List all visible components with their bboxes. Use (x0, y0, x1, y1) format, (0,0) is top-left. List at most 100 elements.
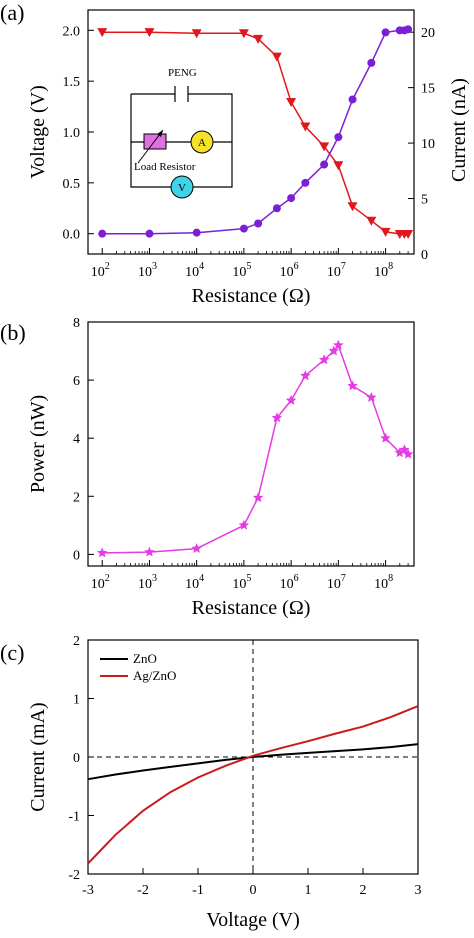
panel-b-x-tick-label: 103 (138, 573, 157, 592)
voltage-axis-tick-label: 1.0 (63, 126, 81, 141)
power-point (347, 380, 358, 391)
panel-a-left-axis: 0.0 0.5 1.0 1.5 2.0 (63, 24, 94, 243)
voltage-axis-tick-label: 2.0 (63, 24, 81, 39)
power-axis-tick-label: 0 (73, 548, 80, 563)
current-point (403, 230, 414, 240)
legend: ZnO Ag/ZnO (100, 651, 176, 683)
peng-label: PENG (168, 67, 197, 79)
current-line (102, 31, 409, 235)
voltage-series (98, 25, 413, 238)
power-point (328, 345, 339, 356)
power-point (285, 394, 297, 405)
voltage-point (192, 228, 201, 237)
voltage-point (381, 28, 390, 37)
voltage-point (254, 219, 263, 228)
panel-c-x-title: Voltage (V) (206, 909, 300, 931)
current-point (144, 28, 155, 38)
voltage-point (320, 160, 329, 169)
panel-a-x-tick-label: 105 (232, 261, 251, 280)
panel-c-y-axis-tick-label: 2 (73, 634, 80, 649)
load-resistor-label: Load Resistor (134, 161, 196, 173)
power-point (238, 519, 250, 530)
resistor-arrow (137, 129, 164, 164)
current-point (333, 161, 344, 171)
panel-b-y-axis: 0 2 4 6 8 (73, 316, 94, 563)
power-axis-tick-label: 8 (73, 316, 80, 331)
panel-b-x-tick-label: 104 (185, 573, 204, 592)
power-line (102, 343, 409, 554)
current-axis-tick-label: 15 (421, 82, 435, 97)
circuit-wires (130, 93, 233, 188)
panel-b-x-tick-label: 105 (232, 573, 251, 592)
current-point (319, 142, 330, 152)
resistor-arrow-head (157, 130, 163, 137)
current-point (347, 202, 358, 212)
current-point (300, 122, 311, 132)
voltage-point (301, 178, 310, 187)
current-point (286, 98, 297, 108)
panel-c-x-axis: -3 -2 -1 0 1 2 3 (82, 868, 422, 898)
agzno-curve (87, 705, 419, 865)
power-point (318, 354, 330, 365)
ammeter-label: A (198, 137, 206, 149)
panel-c-y-axis-tick-label: -1 (68, 810, 80, 825)
power-axis-tick-label: 2 (73, 490, 80, 505)
current-axis-tick-label: 0 (421, 248, 428, 263)
load-resistor-icon (143, 133, 167, 150)
panel-a-x-tick-label: 107 (327, 261, 346, 280)
panel-c-x-tick-label: -3 (82, 883, 94, 898)
panel-c-y-axis: -2 -1 0 1 2 (68, 634, 94, 883)
power-point (333, 339, 344, 350)
panel-a-x-tick-label: 108 (374, 261, 393, 280)
panel-c-x-tick-label: 1 (305, 883, 312, 898)
current-axis-title: Current (nA) (448, 78, 470, 182)
voltage-axis-tick-label: 0.5 (63, 177, 81, 192)
legend-label-agzno: Ag/ZnO (133, 668, 176, 683)
panel-b-label: (b) (0, 320, 26, 345)
panel-a-label: (a) (0, 0, 24, 25)
panel-b-x-tick-label: 108 (374, 573, 393, 592)
power-point (252, 492, 264, 503)
panel-b-x-axis: 102 103 104 105 106 107 108 (91, 560, 415, 592)
current-point (191, 29, 202, 39)
current-axis-tick-label: 20 (421, 26, 435, 41)
panel-b-x-tick-label: 102 (91, 573, 110, 592)
panel-c-label: (c) (0, 640, 24, 665)
voltage-axis-title: Voltage (V) (27, 85, 49, 179)
current-point (238, 29, 249, 39)
power-axis-tick-label: 4 (73, 432, 80, 447)
panel-a-x-tick-label: 106 (280, 261, 299, 280)
panel-b-frame (87, 321, 415, 567)
power-series (97, 339, 414, 558)
current-axis-tick-label: 5 (421, 193, 428, 208)
panel-a-x-title: Resistance (Ω) (192, 285, 311, 307)
panel-c-x-tick-label: 3 (415, 883, 422, 898)
power-point (366, 392, 377, 402)
power-point (144, 546, 155, 557)
voltmeter-icon (170, 175, 194, 199)
voltage-axis-tick-label: 1.5 (63, 75, 81, 90)
power-point (191, 543, 202, 553)
panel-c-x-tick-label: 2 (360, 883, 367, 898)
panel-b: (b) 0 2 4 6 8 102 103 104 105 106 107 108 Power (n… (0, 316, 415, 619)
current-series (97, 28, 414, 240)
voltage-point (98, 229, 107, 238)
panel-c-y-title: Current (mA) (27, 702, 49, 811)
power-point (380, 432, 391, 443)
panel-a-right-axis: 0 5 10 15 20 (408, 26, 435, 263)
current-point (271, 52, 282, 62)
power-point (394, 447, 405, 458)
zno-curve (87, 743, 419, 781)
voltage-axis-tick-label: 0.0 (63, 228, 81, 243)
panel-c-y-axis-tick-label: -2 (68, 868, 80, 883)
panel-a-x-tick-label: 104 (185, 261, 204, 280)
voltage-point (334, 133, 343, 142)
power-axis-title: Power (nW) (27, 395, 49, 493)
voltage-point (404, 25, 413, 34)
circuit-inset: PENG Load Resistor A V (130, 67, 233, 199)
voltage-point (287, 194, 296, 203)
power-axis-tick-label: 6 (73, 374, 80, 389)
